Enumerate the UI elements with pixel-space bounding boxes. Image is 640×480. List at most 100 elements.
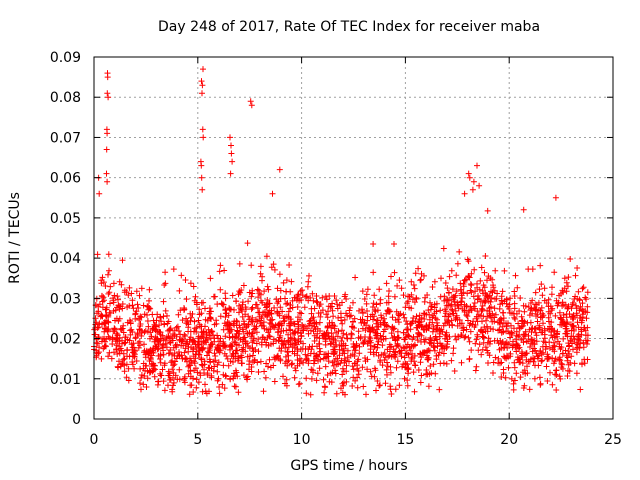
- data-point: [492, 311, 499, 318]
- data-point: [511, 377, 518, 384]
- data-point: [121, 368, 128, 375]
- data-point: [498, 329, 505, 336]
- data-point: [305, 330, 312, 337]
- data-point: [326, 293, 333, 299]
- data-point: [570, 333, 577, 340]
- data-point: [504, 303, 511, 310]
- data-point: [221, 385, 228, 392]
- data-point: [114, 293, 121, 300]
- data-point: [379, 362, 386, 369]
- data-point: [198, 162, 205, 169]
- data-point: [129, 329, 136, 335]
- data-point: [437, 307, 444, 314]
- data-point: [509, 330, 516, 337]
- data-point: [484, 294, 491, 301]
- data-point: [411, 352, 418, 359]
- data-point: [418, 314, 425, 321]
- data-point: [432, 334, 439, 341]
- data-point: [123, 374, 130, 381]
- data-point: [120, 322, 127, 329]
- data-point: [140, 381, 147, 388]
- data-point: [94, 310, 100, 317]
- data-point: [398, 285, 405, 292]
- data-point: [538, 329, 545, 336]
- data-point: [396, 277, 403, 284]
- data-point: [496, 346, 503, 353]
- data-point: [263, 312, 270, 319]
- data-point: [252, 346, 259, 353]
- data-point: [266, 300, 273, 307]
- data-point: [470, 318, 477, 325]
- data-points: [91, 66, 591, 398]
- data-point: [330, 362, 337, 369]
- data-point: [226, 330, 233, 336]
- data-point: [541, 285, 548, 292]
- data-point: [227, 170, 234, 177]
- data-point: [444, 285, 451, 292]
- data-point: [196, 338, 203, 345]
- data-point: [249, 344, 256, 351]
- data-point: [430, 361, 437, 368]
- data-point: [107, 283, 114, 290]
- data-point: [208, 316, 214, 322]
- data-point: [376, 382, 383, 389]
- data-point: [239, 299, 246, 306]
- data-point: [125, 365, 132, 372]
- data-point: [536, 324, 543, 331]
- data-point: [553, 367, 560, 374]
- data-point: [571, 360, 578, 367]
- data-point: [133, 288, 140, 295]
- data-point: [555, 299, 562, 306]
- data-point: [522, 328, 529, 335]
- data-point: [191, 318, 198, 325]
- data-point: [342, 291, 349, 298]
- data-point: [249, 352, 256, 359]
- data-point: [463, 326, 470, 333]
- data-point: [553, 333, 560, 340]
- y-tick-label: 0.06: [50, 171, 81, 187]
- data-point: [568, 338, 575, 345]
- data-point: [411, 358, 418, 365]
- data-point: [537, 262, 544, 269]
- data-point: [503, 320, 509, 327]
- data-point: [464, 256, 471, 263]
- data-point: [219, 343, 226, 350]
- data-point: [458, 359, 465, 366]
- data-point: [205, 326, 212, 333]
- data-point: [300, 327, 307, 334]
- data-point: [116, 343, 123, 350]
- data-point: [169, 335, 175, 342]
- data-point: [138, 372, 145, 378]
- data-point: [493, 295, 500, 302]
- data-point: [534, 318, 541, 325]
- data-point: [520, 339, 527, 346]
- data-point: [103, 312, 110, 319]
- data-point: [303, 356, 310, 363]
- data-point: [312, 353, 319, 360]
- data-point: [236, 330, 243, 337]
- data-point: [441, 345, 448, 352]
- data-point: [421, 326, 428, 333]
- data-point: [182, 277, 189, 283]
- data-point: [136, 326, 143, 333]
- data-point: [308, 375, 315, 382]
- data-point: [310, 357, 317, 364]
- data-point: [385, 293, 392, 300]
- data-point: [307, 350, 314, 357]
- data-point: [436, 386, 443, 393]
- data-point: [330, 322, 336, 329]
- data-point: [408, 278, 415, 285]
- data-point: [301, 304, 308, 311]
- data-point: [370, 241, 377, 247]
- data-point: [285, 357, 292, 364]
- data-point: [112, 338, 119, 345]
- data-point: [527, 319, 534, 326]
- data-point: [409, 296, 416, 303]
- data-point: [552, 371, 559, 378]
- data-point: [363, 291, 370, 298]
- data-point: [119, 301, 126, 307]
- data-point: [313, 293, 320, 299]
- data-point: [468, 282, 475, 289]
- data-point: [125, 377, 132, 384]
- data-point: [168, 359, 175, 366]
